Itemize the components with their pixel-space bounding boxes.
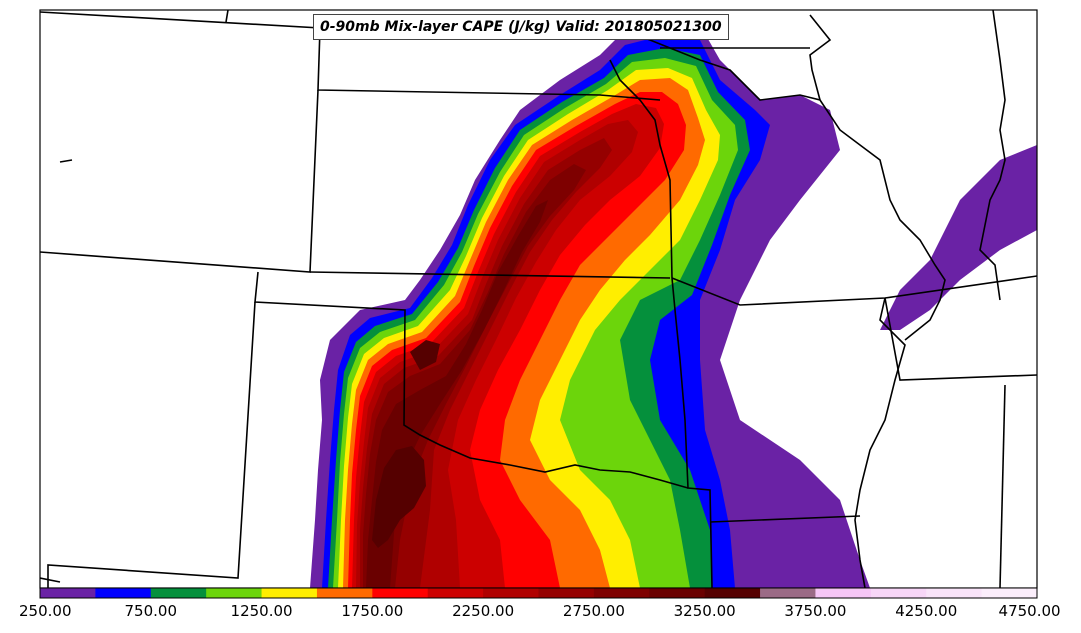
cape-contour-250-east xyxy=(880,145,1037,330)
colorbar-segment xyxy=(649,588,706,598)
border-line xyxy=(854,297,906,588)
colorbar-segment xyxy=(372,588,429,598)
colorbar-tick-label: 2250.00 xyxy=(452,602,515,620)
colorbar-tick-label: 3250.00 xyxy=(673,602,736,620)
colorbar-segment xyxy=(95,588,152,598)
cape-contour-3250-b xyxy=(410,340,440,370)
colorbar-segment xyxy=(538,588,595,598)
colorbar xyxy=(39,587,1038,599)
border-line xyxy=(47,301,256,588)
border-line xyxy=(609,59,673,279)
border-line xyxy=(979,10,1006,301)
colorbar-segment xyxy=(981,588,1038,598)
map-title: 0-90mb Mix-layer CAPE (J/kg) Valid: 2018… xyxy=(313,14,729,40)
border-line xyxy=(254,271,689,489)
colorbar-segment xyxy=(316,588,373,598)
colorbar-segment xyxy=(483,588,539,598)
colorbar-segment xyxy=(150,588,207,598)
colorbar-frame xyxy=(39,587,1038,599)
colorbar-segment xyxy=(261,588,318,598)
colorbar-tick-label: 1750.00 xyxy=(341,602,404,620)
river-line xyxy=(619,29,946,341)
colorbar-tick-label: 2750.00 xyxy=(562,602,625,620)
colorbar-segment xyxy=(704,588,761,598)
colorbar-segment xyxy=(206,588,263,598)
border-line xyxy=(309,271,671,279)
colorbar-segment xyxy=(815,588,872,598)
boundary-lines xyxy=(40,10,1037,588)
colorbar-segment xyxy=(870,588,927,598)
colorbar-tick-label: 4750.00 xyxy=(998,602,1061,620)
colorbar-tick-label: 250.00 xyxy=(19,602,72,620)
border-line xyxy=(709,515,861,523)
border-line xyxy=(225,10,229,23)
border-line xyxy=(809,14,832,101)
cape-shading xyxy=(310,20,1037,588)
border-line xyxy=(884,297,1037,381)
cape-contour-3250 xyxy=(372,446,426,548)
colorbar-segment xyxy=(760,588,816,598)
colorbar-segment xyxy=(926,588,983,598)
colorbar-tick-label: 3750.00 xyxy=(784,602,847,620)
border-line xyxy=(999,384,1006,588)
border-line xyxy=(40,577,61,583)
colorbar-tick-label: 750.00 xyxy=(124,602,178,620)
border-line xyxy=(59,159,73,163)
cape-contour-3000 xyxy=(366,200,548,588)
colorbar-tick-label: 4250.00 xyxy=(895,602,958,620)
border-line xyxy=(40,89,319,273)
border-line xyxy=(671,275,1037,306)
border-line xyxy=(671,277,713,588)
colorbar-segment xyxy=(40,588,96,598)
colorbar-tick-label: 1250.00 xyxy=(230,602,293,620)
colorbar-segment xyxy=(427,588,484,598)
colorbar-segment xyxy=(593,588,650,598)
